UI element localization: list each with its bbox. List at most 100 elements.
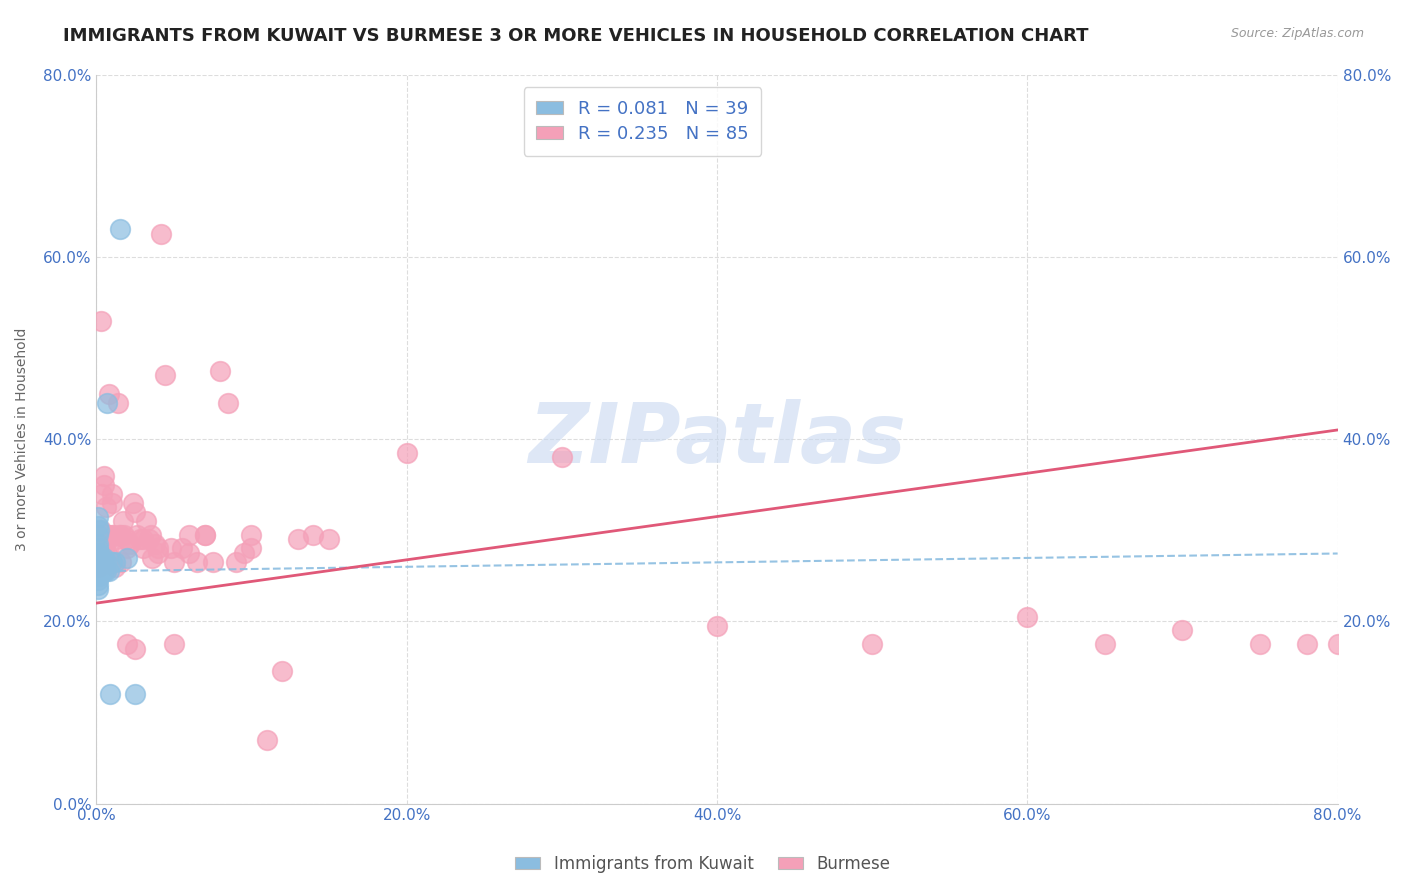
Point <box>108 222 131 236</box>
Point <box>179 546 201 560</box>
Point <box>91 487 114 501</box>
Point <box>124 641 146 656</box>
Point <box>90 559 112 574</box>
Point <box>87 537 110 551</box>
Point <box>128 533 150 547</box>
Point <box>225 555 247 569</box>
Point <box>103 528 125 542</box>
Point <box>163 637 186 651</box>
Point <box>94 564 117 578</box>
Point <box>217 395 239 409</box>
Point <box>96 546 118 560</box>
Point <box>93 477 115 491</box>
Point <box>194 528 217 542</box>
Point <box>89 546 111 560</box>
Point <box>108 528 131 542</box>
Point <box>90 564 112 578</box>
Point <box>108 528 131 542</box>
Point <box>132 541 155 556</box>
Point <box>240 528 263 542</box>
Point <box>706 619 728 633</box>
Point <box>87 528 110 542</box>
Point <box>122 496 145 510</box>
Point <box>87 564 110 578</box>
Point <box>138 533 160 547</box>
Point <box>91 555 114 569</box>
Point <box>89 555 111 569</box>
Point <box>110 555 132 569</box>
Point <box>1094 637 1116 651</box>
Point <box>100 496 122 510</box>
Point <box>90 555 112 569</box>
Point <box>90 523 112 537</box>
Y-axis label: 3 or more Vehicles in Household: 3 or more Vehicles in Household <box>15 327 30 550</box>
Point <box>87 550 110 565</box>
Point <box>232 546 254 560</box>
Point <box>1249 637 1271 651</box>
Point <box>89 568 111 582</box>
Point <box>100 487 122 501</box>
Point <box>87 559 110 574</box>
Point <box>302 528 325 542</box>
Point <box>93 564 115 578</box>
Point <box>1326 637 1348 651</box>
Point <box>93 468 115 483</box>
Point <box>104 559 127 574</box>
Point <box>143 537 166 551</box>
Point <box>87 582 110 597</box>
Point <box>97 564 120 578</box>
Point <box>170 541 193 556</box>
Point <box>194 528 217 542</box>
Point <box>104 555 127 569</box>
Point <box>139 528 162 542</box>
Text: Source: ZipAtlas.com: Source: ZipAtlas.com <box>1230 27 1364 40</box>
Point <box>87 550 110 565</box>
Point <box>141 550 163 565</box>
Point <box>186 555 208 569</box>
Point <box>87 518 110 533</box>
Point <box>124 505 146 519</box>
Point <box>111 514 134 528</box>
Point <box>1017 609 1039 624</box>
Point <box>120 537 142 551</box>
Point <box>132 533 155 547</box>
Point <box>256 732 278 747</box>
Point <box>94 533 117 547</box>
Point <box>91 559 114 574</box>
Point <box>94 500 117 515</box>
Point <box>89 541 111 556</box>
Point <box>87 574 110 588</box>
Point <box>94 555 117 569</box>
Point <box>551 450 574 465</box>
Point <box>148 546 170 560</box>
Point <box>93 546 115 560</box>
Point <box>91 537 114 551</box>
Point <box>89 559 111 574</box>
Point <box>1171 624 1194 638</box>
Point <box>90 555 112 569</box>
Point <box>287 533 309 547</box>
Point <box>240 541 263 556</box>
Point <box>117 637 139 651</box>
Point <box>125 528 148 542</box>
Point <box>87 555 110 569</box>
Point <box>87 541 110 556</box>
Point <box>96 528 118 542</box>
Point <box>1295 637 1317 651</box>
Point <box>90 550 112 565</box>
Point <box>117 550 139 565</box>
Point <box>201 555 224 569</box>
Point <box>91 555 114 569</box>
Point <box>97 533 120 547</box>
Point <box>89 550 111 565</box>
Point <box>395 446 418 460</box>
Point <box>159 541 181 556</box>
Text: IMMIGRANTS FROM KUWAIT VS BURMESE 3 OR MORE VEHICLES IN HOUSEHOLD CORRELATION CH: IMMIGRANTS FROM KUWAIT VS BURMESE 3 OR M… <box>63 27 1088 45</box>
Point <box>100 555 122 569</box>
Point <box>90 313 112 327</box>
Point <box>163 555 186 569</box>
Point <box>96 528 118 542</box>
Point <box>98 687 121 701</box>
Point <box>98 550 121 565</box>
Legend: Immigrants from Kuwait, Burmese: Immigrants from Kuwait, Burmese <box>509 848 897 880</box>
